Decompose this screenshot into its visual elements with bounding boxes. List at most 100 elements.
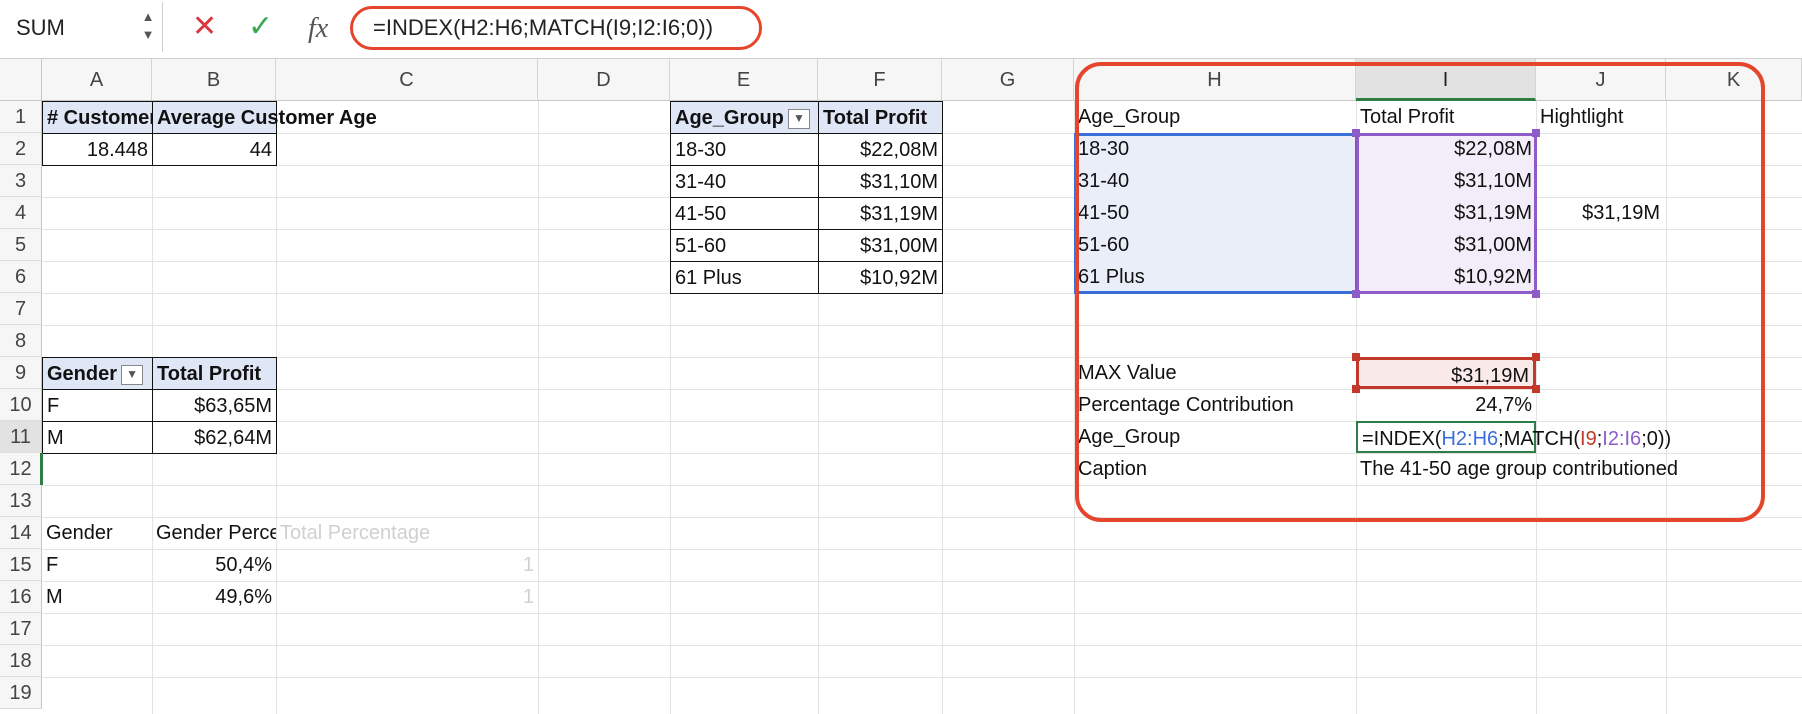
cell-c15[interactable]: 1 [522, 586, 534, 608]
cell-b9[interactable]: $63,65M [152, 389, 277, 422]
range-handle[interactable] [1532, 129, 1540, 137]
cell-h1[interactable]: Age_Group [1078, 106, 1181, 128]
spreadsheet-grid[interactable]: A B C D E F G H I J K 1 2 3 4 5 6 7 8 9 … [0, 59, 1802, 714]
row-header[interactable]: 15 [0, 549, 42, 581]
cell-i12[interactable]: The 41-50 age group contributioned [1360, 458, 1679, 480]
range-handle[interactable] [1352, 385, 1360, 393]
column-header-h[interactable]: H [1074, 59, 1356, 101]
row-header[interactable]: 5 [0, 229, 42, 261]
row-header[interactable]: 18 [0, 645, 42, 677]
insert-function-button[interactable]: fx [308, 13, 329, 44]
cell-f5[interactable]: $31,00M [818, 229, 943, 262]
select-all-corner[interactable] [0, 59, 42, 101]
row-header[interactable]: 2 [0, 133, 42, 165]
enter-formula-button[interactable]: ✓ [248, 10, 274, 43]
name-box[interactable]: SUM ▲ ▼ [0, 2, 163, 52]
cell-f3[interactable]: $31,10M [818, 165, 943, 198]
range-handle[interactable] [1352, 290, 1360, 298]
cell-a14[interactable]: F [46, 554, 59, 576]
cell-b8[interactable]: Total Profit [152, 357, 277, 390]
cell-a9[interactable]: F [42, 389, 153, 422]
filter-dropdown-icon[interactable]: ▼ [787, 108, 810, 129]
cell-h5[interactable]: 51-60 [1074, 229, 1356, 261]
column-header-a[interactable]: A [42, 59, 152, 101]
cell-i11-editing[interactable]: =INDEX(H2:H6;MATCH(I9;I2:I6;0)) [1356, 421, 1671, 453]
row-header[interactable]: 13 [0, 485, 42, 517]
cell-b14[interactable]: 50,4% [215, 554, 272, 576]
cell-a15[interactable]: M [46, 586, 63, 608]
cancel-formula-button[interactable]: ✕ [192, 10, 218, 43]
column-header-f[interactable]: F [818, 59, 942, 101]
cell-h3[interactable]: 31-40 [1074, 165, 1356, 197]
row-header[interactable]: 9 [0, 357, 42, 389]
row-header[interactable]: 14 [0, 517, 42, 549]
cell-h11[interactable]: Age_Group [1078, 426, 1181, 448]
cell-e6[interactable]: 61 Plus [670, 261, 819, 294]
column-header-j[interactable]: J [1536, 59, 1666, 101]
cell-i9[interactable]: $31,19M [1356, 357, 1536, 389]
row-header[interactable]: 17 [0, 613, 42, 645]
cell-i2[interactable]: $22,08M [1356, 133, 1536, 165]
range-handle[interactable] [1352, 129, 1360, 137]
column-header-g[interactable]: G [942, 59, 1074, 101]
cell-i5[interactable]: $31,00M [1356, 229, 1536, 261]
column-header-i[interactable]: I [1356, 59, 1536, 101]
cell-h12[interactable]: Caption [1078, 458, 1147, 480]
cell-f4[interactable]: $31,19M [818, 197, 943, 230]
cell-a10[interactable]: M [42, 421, 153, 454]
cell-f6[interactable]: $10,92M [818, 261, 943, 294]
row-header[interactable]: 10 [0, 389, 42, 421]
cell-f1[interactable]: Total Profit [818, 101, 943, 134]
cell-f2[interactable]: $22,08M [818, 133, 943, 166]
column-header-e[interactable]: E [670, 59, 818, 101]
cell-h10[interactable]: Percentage Contribution [1078, 394, 1294, 416]
row-header[interactable]: 3 [0, 165, 42, 197]
cell-e2[interactable]: 18-30 [670, 133, 819, 166]
cell-e3[interactable]: 31-40 [670, 165, 819, 198]
cell-b15[interactable]: 49,6% [215, 586, 272, 608]
column-header-d[interactable]: D [538, 59, 670, 101]
cell-b1[interactable]: Average Customer Age [152, 101, 377, 134]
cell-h2[interactable]: 18-30 [1074, 133, 1356, 165]
cell-b13[interactable]: Gender Percentage [156, 522, 276, 544]
cell-i10[interactable]: 24,7% [1475, 394, 1532, 416]
column-header-k[interactable]: K [1666, 59, 1802, 101]
cell-b2[interactable]: 44 [152, 133, 277, 166]
range-handle[interactable] [1532, 290, 1540, 298]
row-header[interactable]: 16 [0, 581, 42, 613]
cell-c14[interactable]: 1 [522, 554, 534, 576]
cell-i3[interactable]: $31,10M [1356, 165, 1536, 197]
range-handle[interactable] [1352, 353, 1360, 361]
cell-a1[interactable]: # Customers [42, 101, 153, 134]
row-header[interactable]: 19 [0, 677, 42, 709]
formula-input[interactable]: =INDEX(H2:H6;MATCH(I9;I2:I6;0)) [350, 6, 762, 50]
cell-h6[interactable]: 61 Plus [1074, 261, 1356, 293]
column-header-c[interactable]: C [276, 59, 538, 101]
row-header[interactable]: 8 [0, 325, 42, 357]
row-header[interactable]: 6 [0, 261, 42, 293]
cell-h4[interactable]: 41-50 [1074, 197, 1356, 229]
row-header[interactable]: 7 [0, 293, 42, 325]
row-header[interactable]: 1 [0, 101, 42, 133]
cell-h9[interactable]: MAX Value [1078, 362, 1177, 384]
filter-dropdown-icon[interactable]: ▼ [121, 364, 144, 385]
cell-e4[interactable]: 41-50 [670, 197, 819, 230]
row-header[interactable]: 12 [0, 453, 42, 485]
cell-a13[interactable]: Gender [46, 522, 113, 544]
cell-c13[interactable]: Total Percentage [280, 522, 431, 544]
column-header-b[interactable]: B [152, 59, 276, 101]
row-header[interactable]: 4 [0, 197, 42, 229]
cell-b10[interactable]: $62,64M [152, 421, 277, 454]
cell-a8[interactable]: Gender ▼ [42, 357, 153, 390]
cell-e5[interactable]: 51-60 [670, 229, 819, 262]
range-handle[interactable] [1532, 353, 1540, 361]
name-box-stepper-icon[interactable]: ▲ ▼ [141, 9, 155, 42]
cell-j1[interactable]: Hightlight [1540, 106, 1624, 128]
range-handle[interactable] [1532, 385, 1540, 393]
cell-e1[interactable]: Age_Group ▼ [670, 101, 819, 134]
cell-i4[interactable]: $31,19M [1356, 197, 1536, 229]
cell-j4[interactable]: $31,19M [1582, 202, 1660, 224]
cell-i6[interactable]: $10,92M [1356, 261, 1536, 293]
cell-a2[interactable]: 18.448 [42, 133, 153, 166]
row-header[interactable]: 11 [0, 421, 42, 453]
